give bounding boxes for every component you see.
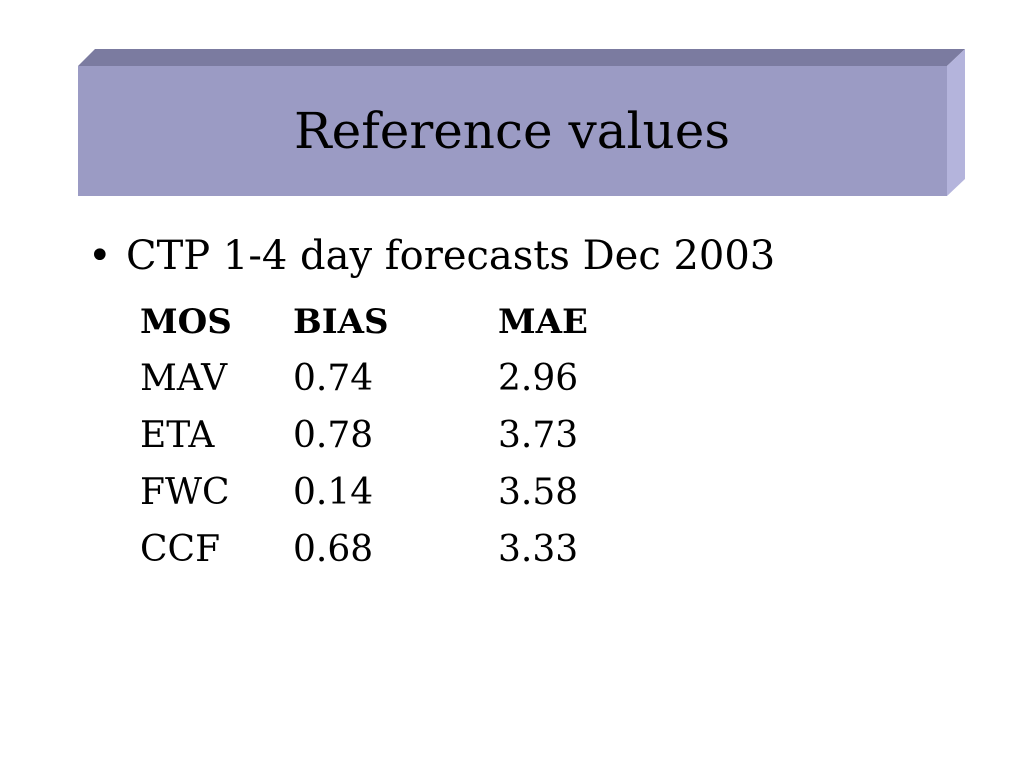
table-cell-model: ETA bbox=[140, 415, 215, 456]
table-row: ETA 0.78 3.73 bbox=[140, 407, 648, 464]
table-cell-mae: 3.33 bbox=[498, 529, 579, 570]
header-cell-mae: MAE bbox=[498, 301, 588, 342]
slide-title: Reference values bbox=[293, 102, 730, 160]
bullet-item: • CTP 1-4 day forecasts Dec 2003 bbox=[88, 230, 775, 282]
table-row: MAV 0.74 2.96 bbox=[140, 350, 648, 407]
bullet-dot-icon: • bbox=[88, 233, 112, 279]
table-row: FWC 0.14 3.58 bbox=[140, 464, 648, 521]
reference-table: MOS BIAS MAE MAV 0.74 2.96 ETA 0.78 3.73… bbox=[140, 293, 648, 578]
header-cell-bias: BIAS bbox=[293, 301, 389, 342]
table-cell-bias: 0.14 bbox=[293, 472, 374, 513]
title-banner-side bbox=[947, 49, 965, 196]
table-cell-mae: 2.96 bbox=[498, 358, 579, 399]
header-cell-mos: MOS bbox=[140, 301, 232, 342]
title-banner bbox=[78, 49, 965, 196]
table-header-row: MOS BIAS MAE bbox=[140, 293, 648, 350]
table-cell-bias: 0.68 bbox=[293, 529, 374, 570]
table-cell-model: FWC bbox=[140, 472, 230, 513]
table-row: CCF 0.68 3.33 bbox=[140, 521, 648, 578]
title-banner-top bbox=[78, 49, 965, 66]
table-cell-bias: 0.74 bbox=[293, 358, 374, 399]
table-cell-model: CCF bbox=[140, 529, 221, 570]
table-cell-mae: 3.58 bbox=[498, 472, 579, 513]
table-cell-mae: 3.73 bbox=[498, 415, 579, 456]
table-cell-bias: 0.78 bbox=[293, 415, 374, 456]
title-banner-face bbox=[78, 66, 947, 196]
table-cell-model: MAV bbox=[140, 358, 228, 399]
bullet-text: CTP 1-4 day forecasts Dec 2003 bbox=[126, 233, 776, 279]
